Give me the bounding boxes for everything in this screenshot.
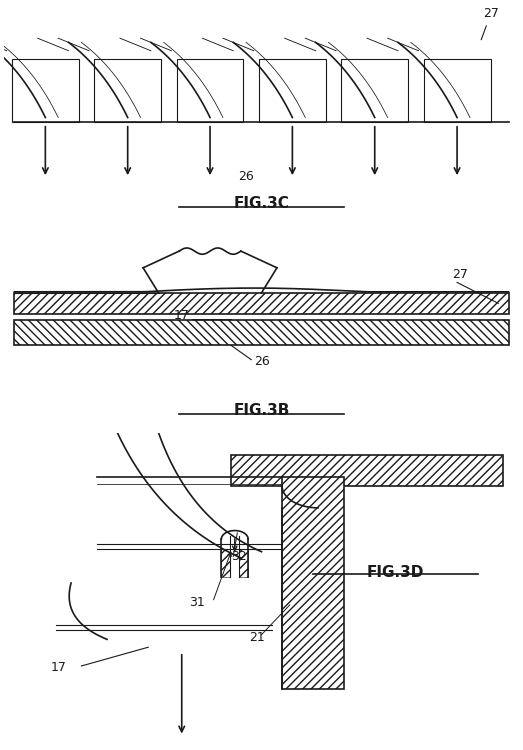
Text: 26: 26 bbox=[254, 355, 269, 368]
Text: FIG.3B: FIG.3B bbox=[233, 403, 290, 418]
Text: FIG.3C: FIG.3C bbox=[234, 196, 289, 211]
Bar bbox=[15, 292, 508, 314]
Text: 17: 17 bbox=[51, 661, 66, 674]
Bar bbox=[282, 476, 344, 689]
Bar bbox=[240, 548, 248, 577]
Text: 21: 21 bbox=[248, 631, 265, 644]
Text: FIG.3D: FIG.3D bbox=[367, 565, 424, 580]
Text: 27: 27 bbox=[452, 268, 468, 281]
Text: 17: 17 bbox=[174, 309, 189, 322]
Text: 26: 26 bbox=[238, 170, 254, 183]
Text: 31: 31 bbox=[189, 596, 205, 610]
Bar bbox=[221, 548, 230, 577]
Text: 27: 27 bbox=[481, 8, 499, 40]
Bar bbox=[231, 454, 504, 486]
Bar bbox=[15, 320, 508, 345]
Text: 32: 32 bbox=[231, 550, 246, 562]
